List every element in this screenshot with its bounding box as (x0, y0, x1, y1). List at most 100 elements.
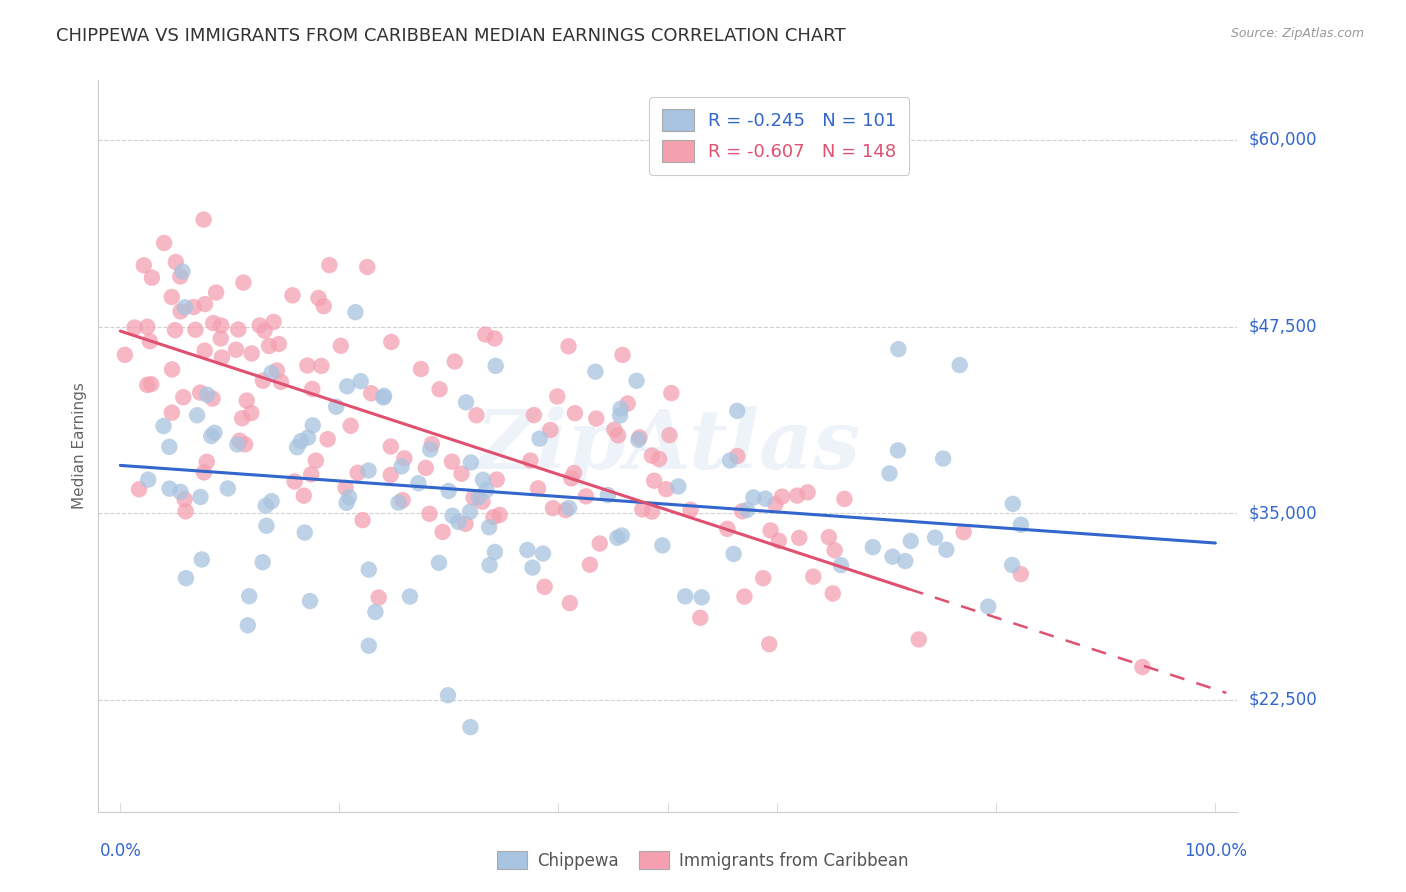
Point (463, 491, 485, 505)
Point (659, 386, 682, 401)
Point (240, 346, 263, 360)
Point (301, 382, 323, 396)
Point (231, 411, 253, 425)
Point (752, 571, 775, 585)
Point (301, 418, 323, 433)
Point (609, 409, 631, 423)
Point (478, 558, 501, 573)
Point (575, 489, 598, 503)
Point (533, 580, 555, 594)
Point (419, 442, 441, 457)
Point (522, 560, 544, 574)
Point (716, 522, 738, 536)
Point (1001, 497, 1024, 511)
Point (560, 471, 582, 485)
Point (725, 449, 748, 463)
Point (887, 342, 910, 356)
Point (380, 440, 402, 454)
Point (690, 591, 713, 605)
Point (263, 315, 285, 329)
Point (329, 339, 352, 353)
Point (474, 327, 496, 342)
Point (114, 348, 136, 362)
Point (211, 351, 233, 365)
Text: 0.0%: 0.0% (100, 842, 141, 860)
Point (193, 466, 215, 480)
Point (447, 515, 470, 529)
Point (443, 354, 465, 368)
Point (658, 428, 681, 442)
Point (887, 443, 910, 458)
Point (139, 377, 162, 392)
Point (141, 270, 163, 285)
Point (415, 461, 437, 475)
Point (583, 365, 606, 379)
Point (977, 599, 1000, 614)
Point (603, 423, 626, 437)
Point (201, 392, 224, 406)
Point (373, 391, 395, 405)
Point (546, 389, 568, 403)
Point (200, 429, 222, 443)
Point (357, 639, 380, 653)
Point (298, 594, 321, 608)
Text: CHIPPEWA VS IMMIGRANTS FROM CARIBBEAN MEDIAN EARNINGS CORRELATION CHART: CHIPPEWA VS IMMIGRANTS FROM CARIBBEAN ME… (56, 27, 846, 45)
Point (174, 571, 197, 585)
Point (373, 389, 395, 403)
Point (932, 451, 955, 466)
Point (418, 507, 440, 521)
Point (337, 490, 360, 504)
Point (610, 528, 633, 542)
Point (558, 596, 581, 610)
Point (253, 324, 276, 338)
Point (538, 423, 561, 437)
Point (527, 482, 550, 496)
Point (679, 503, 702, 517)
Point (467, 490, 489, 504)
Point (160, 406, 183, 420)
Point (754, 491, 776, 506)
Point (1132, 660, 1154, 674)
Point (609, 401, 631, 416)
Point (725, 404, 748, 418)
Point (529, 432, 551, 446)
Point (628, 430, 651, 444)
Point (232, 276, 254, 290)
Point (616, 396, 638, 410)
Point (360, 386, 382, 401)
Point (399, 590, 422, 604)
Text: $60,000: $60,000 (1249, 131, 1317, 149)
Point (949, 358, 972, 372)
Point (879, 467, 901, 481)
Text: 100.0%: 100.0% (1184, 842, 1247, 860)
Point (531, 547, 554, 561)
Point (305, 453, 328, 467)
Point (391, 459, 413, 474)
Point (193, 212, 215, 227)
Point (420, 437, 443, 451)
Point (429, 382, 451, 396)
Point (796, 485, 818, 500)
Point (541, 501, 564, 516)
Point (589, 536, 612, 550)
Point (408, 476, 430, 491)
Point (195, 388, 218, 402)
Point (585, 411, 607, 425)
Point (139, 334, 162, 349)
Point (256, 518, 278, 533)
Point (249, 318, 271, 333)
Point (801, 569, 824, 583)
Point (290, 434, 312, 449)
Point (666, 479, 689, 493)
Point (554, 503, 576, 517)
Point (391, 493, 413, 508)
Point (160, 362, 183, 376)
Point (172, 264, 194, 278)
Point (209, 331, 232, 345)
Point (454, 395, 477, 409)
Point (626, 374, 648, 388)
Point (225, 343, 247, 357)
Point (484, 331, 506, 345)
Point (437, 483, 460, 498)
Point (631, 502, 654, 516)
